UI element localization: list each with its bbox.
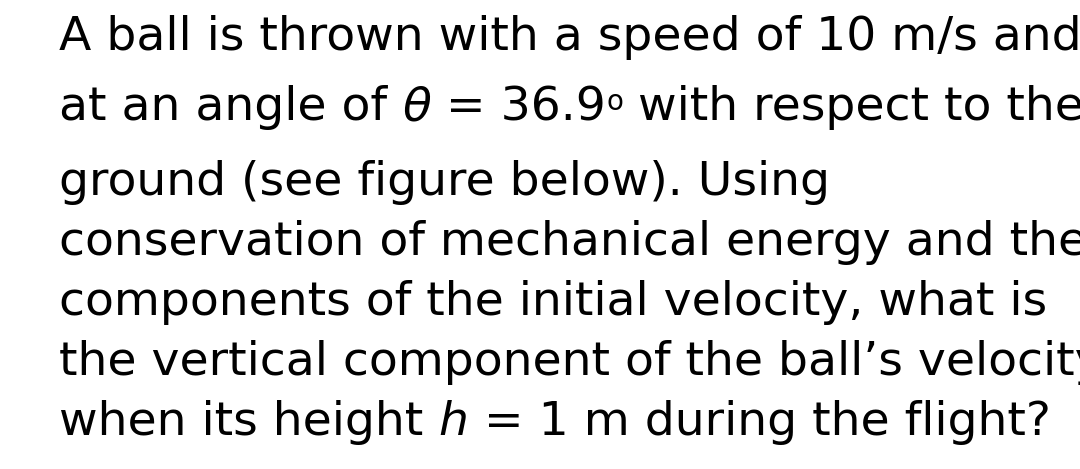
Text: conservation of mechanical energy and the: conservation of mechanical energy and th… (59, 220, 1080, 265)
Text: = 1 m during the flight?: = 1 m during the flight? (469, 400, 1051, 445)
Text: components of the initial velocity, what is: components of the initial velocity, what… (59, 280, 1048, 325)
Text: A ball is thrown with a speed of 10 m/s and: A ball is thrown with a speed of 10 m/s … (59, 15, 1080, 60)
Text: ground (see figure below). Using: ground (see figure below). Using (59, 160, 831, 205)
Text: = 36.9: = 36.9 (431, 85, 606, 130)
Text: at an angle of: at an angle of (59, 85, 403, 130)
Text: h: h (438, 400, 469, 445)
Text: o: o (606, 88, 623, 116)
Text: with respect to the: with respect to the (623, 85, 1080, 130)
Text: the vertical component of the ball’s velocity: the vertical component of the ball’s vel… (59, 340, 1080, 385)
Text: θ: θ (403, 85, 431, 130)
Text: when its height: when its height (59, 400, 438, 445)
